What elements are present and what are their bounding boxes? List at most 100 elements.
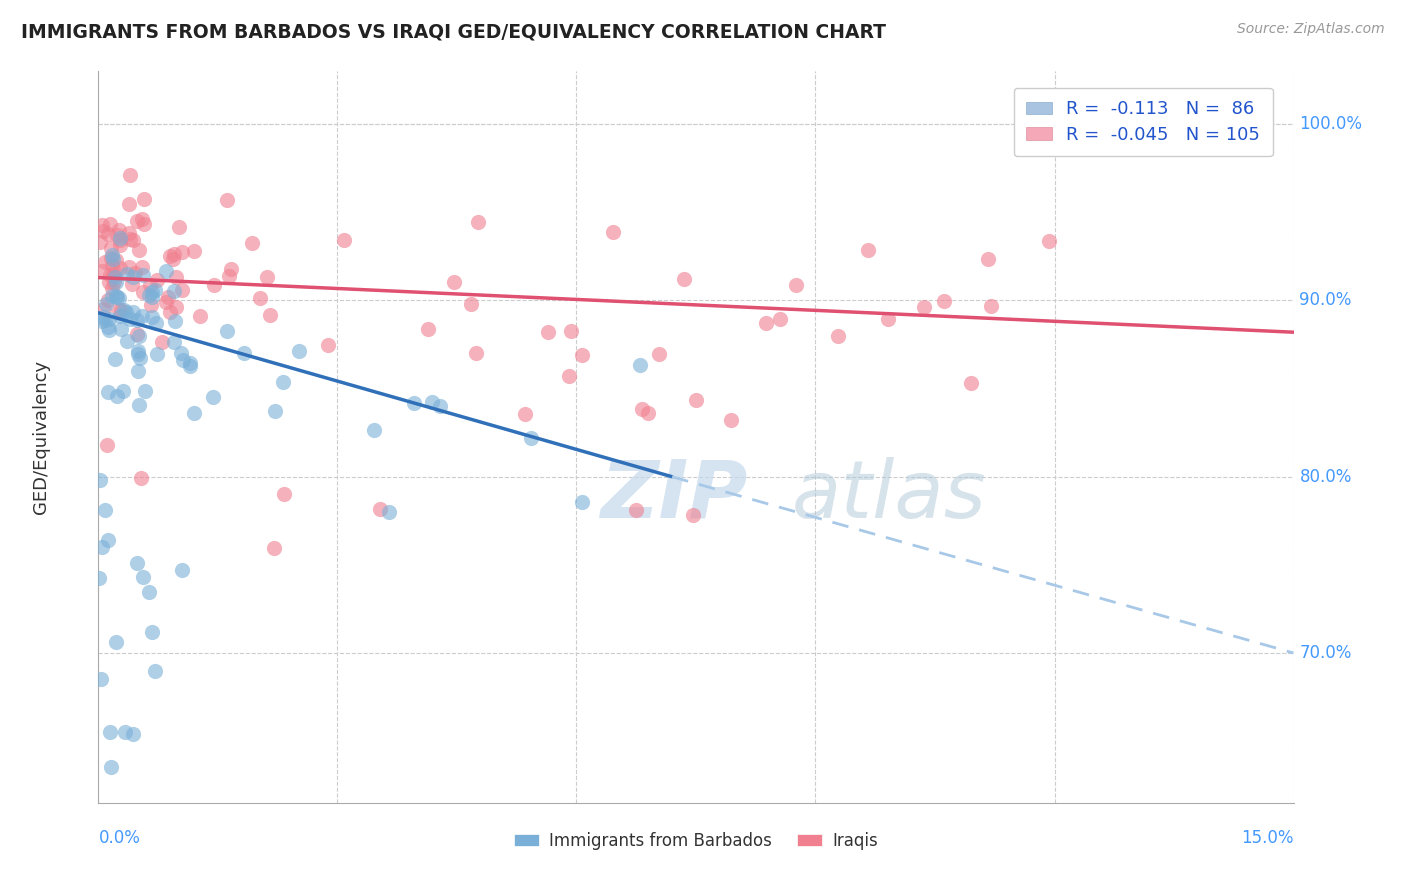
Point bbox=[121, 727, 143, 741]
Point bbox=[215, 324, 238, 338]
Point bbox=[97, 275, 120, 289]
Point bbox=[138, 584, 160, 599]
Point bbox=[464, 346, 486, 360]
Point bbox=[202, 277, 225, 292]
Point bbox=[108, 223, 131, 237]
Text: IMMIGRANTS FROM BARBADOS VS IRAQI GED/EQUIVALENCY CORRELATION CHART: IMMIGRANTS FROM BARBADOS VS IRAQI GED/EQ… bbox=[21, 22, 886, 41]
Point bbox=[110, 231, 132, 245]
Point bbox=[188, 309, 211, 323]
Point bbox=[162, 285, 184, 299]
Text: 70.0%: 70.0% bbox=[1299, 644, 1353, 662]
Point bbox=[429, 399, 451, 413]
Point bbox=[402, 395, 425, 409]
Point bbox=[172, 353, 194, 368]
Point bbox=[122, 305, 145, 319]
Point bbox=[125, 313, 148, 327]
Point bbox=[127, 343, 149, 358]
Point bbox=[101, 252, 124, 266]
Point bbox=[685, 392, 707, 407]
Point bbox=[602, 225, 624, 239]
Point bbox=[856, 243, 879, 257]
Point bbox=[118, 226, 141, 240]
Point bbox=[101, 289, 124, 303]
Point bbox=[163, 247, 186, 261]
Point bbox=[108, 309, 131, 323]
Point bbox=[121, 277, 143, 292]
Point bbox=[877, 311, 900, 326]
Point bbox=[754, 316, 776, 330]
Text: GED/Equivalency: GED/Equivalency bbox=[32, 360, 51, 514]
Text: 90.0%: 90.0% bbox=[1299, 292, 1353, 310]
Point bbox=[132, 268, 155, 282]
Point bbox=[467, 215, 489, 229]
Point bbox=[156, 290, 179, 304]
Point bbox=[932, 293, 955, 308]
Point bbox=[631, 402, 654, 417]
Point bbox=[129, 471, 152, 485]
Point bbox=[785, 278, 807, 293]
Point bbox=[159, 305, 181, 319]
Point bbox=[520, 431, 543, 445]
Point bbox=[98, 268, 121, 283]
Point bbox=[418, 322, 440, 336]
Point bbox=[273, 487, 295, 501]
Point bbox=[720, 412, 742, 426]
Point bbox=[271, 375, 294, 389]
Point bbox=[827, 329, 849, 343]
Point bbox=[108, 302, 131, 317]
Point bbox=[112, 384, 135, 399]
Point bbox=[115, 305, 138, 319]
Point bbox=[571, 495, 593, 509]
Point bbox=[100, 241, 122, 255]
Point bbox=[122, 269, 145, 284]
Point bbox=[155, 294, 177, 309]
Point bbox=[108, 234, 131, 248]
Point bbox=[97, 533, 120, 547]
Point bbox=[107, 290, 129, 304]
Point bbox=[682, 508, 704, 523]
Point bbox=[183, 406, 205, 420]
Text: 80.0%: 80.0% bbox=[1299, 467, 1353, 486]
Point bbox=[96, 438, 118, 452]
Point bbox=[1038, 234, 1060, 248]
Point bbox=[98, 312, 121, 326]
Text: Source: ZipAtlas.com: Source: ZipAtlas.com bbox=[1237, 22, 1385, 37]
Point bbox=[98, 725, 121, 739]
Point bbox=[104, 635, 127, 649]
Point bbox=[118, 196, 141, 211]
Point bbox=[215, 194, 238, 208]
Point bbox=[513, 407, 536, 421]
Point bbox=[98, 217, 121, 231]
Point bbox=[378, 505, 401, 519]
Point bbox=[960, 376, 983, 391]
Point bbox=[170, 346, 193, 360]
Point bbox=[769, 311, 792, 326]
Point bbox=[287, 343, 309, 358]
Point bbox=[125, 556, 148, 570]
Point bbox=[165, 314, 187, 328]
Point bbox=[105, 228, 128, 243]
Point bbox=[460, 297, 482, 311]
Point bbox=[125, 213, 148, 227]
Point bbox=[103, 275, 125, 289]
Point bbox=[115, 268, 138, 282]
Point bbox=[363, 423, 385, 437]
Point bbox=[128, 329, 150, 343]
Point bbox=[624, 503, 647, 517]
Point bbox=[131, 211, 153, 226]
Point bbox=[100, 281, 122, 295]
Point bbox=[101, 268, 124, 282]
Point bbox=[249, 291, 271, 305]
Point bbox=[141, 624, 163, 639]
Point bbox=[537, 325, 560, 339]
Point bbox=[94, 503, 117, 517]
Point bbox=[143, 283, 166, 297]
Point bbox=[118, 168, 141, 182]
Point bbox=[259, 308, 281, 322]
Point bbox=[132, 217, 155, 231]
Point bbox=[94, 255, 117, 269]
Point bbox=[105, 389, 128, 403]
Point bbox=[980, 299, 1002, 313]
Point bbox=[218, 268, 240, 283]
Point bbox=[91, 263, 114, 277]
